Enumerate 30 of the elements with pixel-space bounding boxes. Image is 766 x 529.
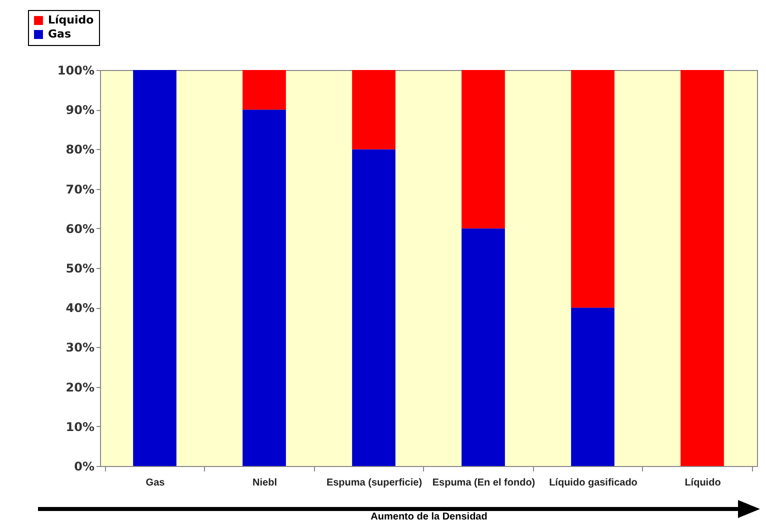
bar (571, 308, 614, 466)
x-tick-label: Niebl (252, 478, 278, 488)
bar (133, 70, 176, 466)
bar (352, 149, 396, 466)
y-tick-label: 40% (66, 301, 94, 316)
y-tick-label: 50% (66, 262, 94, 276)
x-tick-label: Líquido (684, 478, 721, 488)
y-tick-label: 70% (66, 182, 94, 196)
x-tick-label: Espuma (superficie) (326, 478, 422, 488)
x-tick-label: Gas (146, 478, 166, 488)
bar (242, 110, 286, 466)
y-tick-label: 30% (66, 340, 94, 355)
y-tick-label: 60% (66, 222, 94, 236)
bar (242, 70, 286, 110)
y-tick-label: 20% (66, 380, 94, 394)
bar (462, 70, 505, 228)
legend-label: Líquido (48, 14, 94, 26)
y-tick-label: 80% (66, 142, 94, 157)
y-tick-label: 100% (57, 64, 94, 78)
y-tick-label: 10% (66, 420, 94, 434)
bar (680, 70, 724, 466)
legend-label: Gas (48, 28, 72, 40)
y-tick-label: 90% (66, 103, 94, 118)
y-tick-label: 0% (74, 460, 94, 474)
bar (462, 228, 505, 466)
x-axis-title: Aumento de la Densidad (370, 512, 488, 522)
bar (571, 70, 614, 308)
x-tick-label: Líquido gasificado (549, 478, 638, 488)
x-tick-label: Espuma (En el fondo) (432, 478, 536, 488)
bar (352, 70, 396, 150)
